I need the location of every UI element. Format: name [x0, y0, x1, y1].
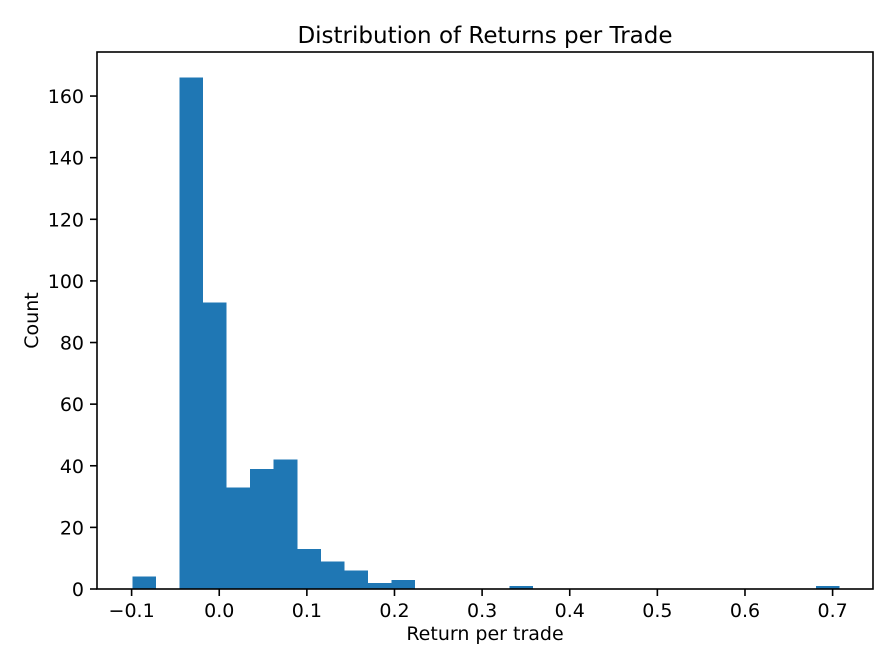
x-tick-label: −0.1 [109, 600, 155, 622]
y-tick-label: 140 [48, 148, 84, 170]
histogram-bar [132, 576, 156, 589]
x-tick-label: 0.4 [555, 600, 585, 622]
x-tick-label: 0.0 [204, 600, 234, 622]
y-tick-label: 60 [60, 394, 84, 416]
histogram-bar [509, 585, 534, 589]
y-tick-label: 20 [60, 517, 84, 539]
x-tick-label: 0.6 [730, 600, 760, 622]
histogram-bar [179, 77, 204, 589]
histogram-bar [320, 561, 345, 589]
x-tick-label: 0.2 [379, 600, 409, 622]
y-axis-label: Count [21, 292, 43, 348]
histogram-bar [273, 459, 298, 589]
y-tick-label: 100 [48, 271, 84, 293]
chart-title: Distribution of Returns per Trade [297, 23, 672, 49]
histogram-bar [368, 582, 392, 589]
histogram-bar [226, 487, 251, 589]
x-tick-label: 0.5 [642, 600, 672, 622]
histogram-bar [344, 570, 369, 589]
x-axis-label: Return per trade [406, 623, 563, 645]
histogram-bar [297, 548, 321, 589]
histogram-bar [203, 302, 227, 589]
x-tick-label: 0.1 [292, 600, 322, 622]
y-tick-label: 40 [60, 456, 84, 478]
x-tick-label: 0.3 [467, 600, 497, 622]
axis-ticks-group [90, 95, 834, 596]
histogram-bar [391, 579, 416, 589]
x-tick-label: 0.7 [817, 600, 847, 622]
histogram-bar [815, 585, 840, 589]
plot-border [96, 51, 874, 590]
histogram-bar [250, 468, 274, 589]
y-tick-label: 160 [48, 86, 84, 108]
y-tick-label: 0 [72, 579, 84, 601]
y-tick-label: 120 [48, 209, 84, 231]
axis-tick-labels-group: −0.1 0.0 0.1 0.2 0.3 0.4 0.5 0.6 0.7 0 20 40 60 80 100… [48, 86, 848, 622]
y-tick-label: 80 [60, 333, 84, 355]
histogram-bars-group [132, 77, 840, 589]
